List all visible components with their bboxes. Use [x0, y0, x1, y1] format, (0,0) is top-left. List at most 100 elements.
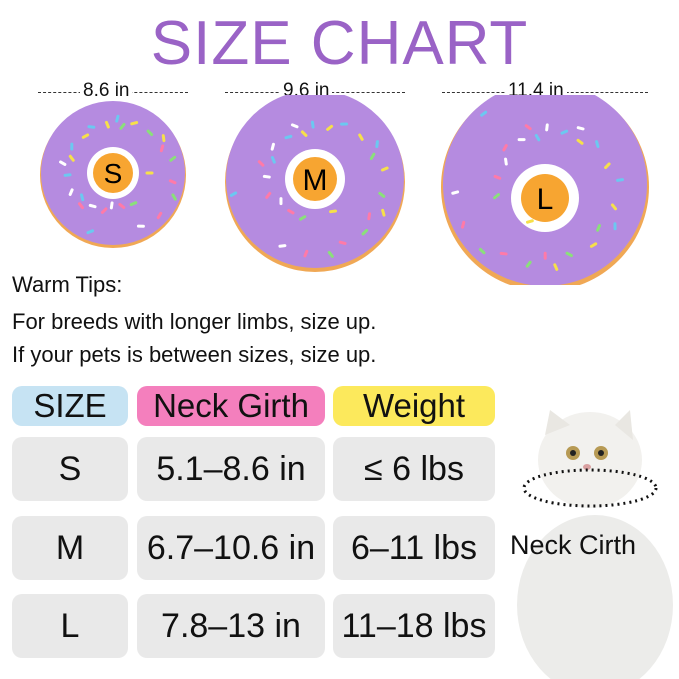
- sprinkle: [504, 157, 508, 166]
- header-weight: Weight: [333, 386, 495, 426]
- sprinkle: [100, 207, 108, 214]
- sprinkle: [361, 228, 369, 236]
- sprinkle: [270, 156, 276, 164]
- tip-line-1: For breeds with longer limbs, size up.: [12, 309, 377, 334]
- sprinkle: [576, 126, 585, 131]
- sprinkle: [369, 152, 376, 161]
- weight-cell: 11–18 lbs: [333, 594, 495, 658]
- size-cell: L: [12, 594, 128, 658]
- sprinkle: [290, 123, 299, 129]
- sprinkle: [161, 134, 166, 143]
- sprinkle: [109, 201, 114, 210]
- neck-girth-label: Neck Cirth: [510, 530, 637, 560]
- sprinkle: [480, 110, 488, 117]
- sprinkle: [560, 129, 569, 135]
- neck-girth-cell: 5.1–8.6 in: [137, 437, 325, 501]
- sprinkle: [257, 160, 265, 167]
- sprinkle: [616, 178, 625, 182]
- donut-collars: S M L: [40, 95, 649, 285]
- sprinkle: [604, 162, 611, 170]
- sprinkle: [493, 193, 500, 200]
- sprinkle: [526, 219, 534, 224]
- cat-photo: [517, 410, 673, 679]
- sprinkle: [287, 208, 295, 215]
- sprinkle: [534, 133, 541, 142]
- sprinkle: [86, 229, 95, 235]
- sprinkle: [461, 220, 466, 229]
- sprinkle: [576, 138, 584, 145]
- tip-line-2: If your pets is between sizes, size up.: [12, 342, 377, 367]
- sprinkle: [375, 140, 379, 149]
- sprinkle: [278, 244, 287, 248]
- sprinkles: [59, 110, 625, 271]
- page-title: SIZE CHART: [150, 9, 529, 78]
- sprinkle: [381, 208, 386, 217]
- sprinkle: [171, 193, 177, 201]
- sprinkle: [358, 133, 364, 141]
- sprinkle: [378, 191, 386, 198]
- donut-s: S: [40, 101, 186, 248]
- sprinkle: [262, 174, 271, 179]
- sprinkle: [265, 191, 272, 199]
- sprinkle: [545, 123, 549, 132]
- sprinkle: [115, 114, 120, 123]
- sprinkle: [119, 122, 126, 130]
- dimension-s: 8.6 in: [80, 80, 133, 102]
- sprinkle: [300, 130, 308, 137]
- sprinkle: [80, 193, 85, 202]
- sprinkle: [299, 215, 307, 221]
- sprinkle: [565, 251, 573, 258]
- sprinkle: [502, 144, 508, 152]
- sprinkle: [310, 120, 315, 129]
- sprinkle: [81, 133, 90, 139]
- sprinkle: [284, 134, 293, 140]
- sprinkle: [595, 140, 600, 149]
- sprinkle: [270, 142, 275, 151]
- donut-m: M: [225, 95, 405, 272]
- sprinkle: [327, 250, 334, 258]
- neck-girth-cell: 7.8–13 in: [137, 594, 325, 658]
- sprinkle: [129, 201, 138, 207]
- weight-cell: ≤ 6 lbs: [333, 437, 495, 501]
- header-size: SIZE: [12, 386, 128, 426]
- sprinkle: [303, 249, 309, 258]
- sprinkle: [367, 212, 372, 221]
- sprinkle: [118, 202, 126, 210]
- badge-l: L: [537, 183, 554, 216]
- sprinkle: [59, 160, 67, 166]
- weight-cell: 6–11 lbs: [333, 516, 495, 580]
- header-neck-girth: Neck Girth: [137, 386, 325, 426]
- sprinkle: [525, 260, 532, 268]
- sprinkle: [338, 240, 347, 245]
- sprinkle: [589, 242, 598, 248]
- tips-heading: Warm Tips:: [12, 272, 123, 297]
- sprinkle: [381, 166, 389, 172]
- sprinkle: [524, 124, 532, 131]
- sprinkle: [88, 203, 97, 209]
- size-cell: S: [12, 437, 128, 501]
- sprinkle: [68, 154, 75, 162]
- sprinkle: [499, 251, 508, 256]
- sprinkle: [77, 202, 85, 210]
- badge-s: S: [104, 158, 123, 189]
- badge-m: M: [303, 164, 328, 197]
- sprinkle: [168, 179, 177, 185]
- sprinkle: [63, 173, 72, 177]
- sprinkle: [553, 263, 559, 271]
- neck-girth-cell: 6.7–10.6 in: [137, 516, 325, 580]
- sprinkle: [229, 191, 238, 197]
- sprinkle: [68, 188, 74, 196]
- sprinkle: [146, 129, 154, 137]
- sprinkle: [87, 125, 96, 129]
- sprinkle: [326, 124, 334, 131]
- sprinkle: [493, 174, 502, 180]
- sprinkle: [130, 121, 139, 126]
- sprinkle: [329, 209, 338, 214]
- sprinkle: [104, 120, 110, 129]
- sprinkle: [478, 247, 486, 255]
- size-cell: M: [12, 516, 128, 580]
- sprinkle: [451, 190, 460, 195]
- sprinkle: [610, 203, 618, 211]
- sprinkle: [596, 224, 601, 232]
- sprinkle: [169, 155, 177, 162]
